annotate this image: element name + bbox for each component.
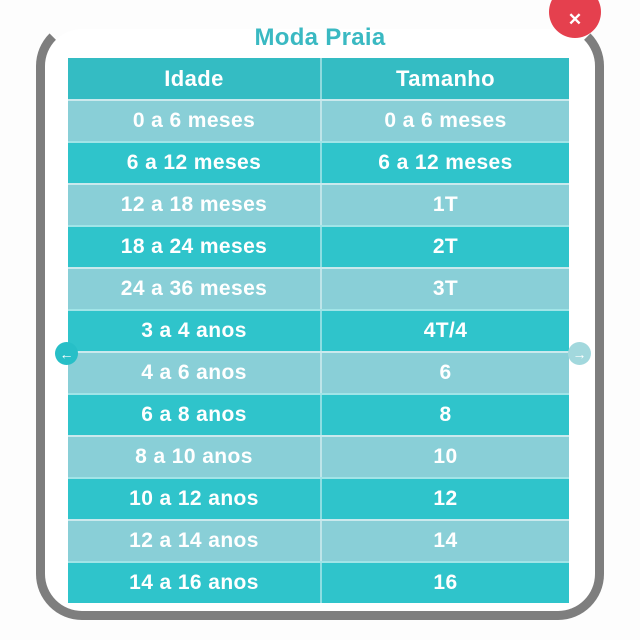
column-header-idade: Idade (164, 65, 224, 91)
cell-idade: 24 a 36 meses (120, 277, 268, 300)
table-row: 6 a 12 meses 6 a 12 meses (68, 141, 569, 183)
table-row: 10 a 12 anos 12 (68, 477, 569, 519)
table-row: 4 a 6 anos 6 (68, 351, 569, 393)
table-row: 0 a 6 meses 0 a 6 meses (68, 99, 569, 141)
cell-tamanho: 14 (320, 521, 569, 561)
cell-tamanho: 6 a 12 meses (320, 143, 569, 183)
cell-idade: 12 a 14 anos (129, 529, 259, 552)
cell-tamanho: 0 a 6 meses (320, 101, 569, 141)
table-row: 12 a 18 meses 1T (68, 183, 569, 225)
column-header-tamanho: Tamanho (320, 58, 569, 99)
next-page-button[interactable]: → (568, 342, 591, 365)
cell-tamanho: 10 (320, 437, 569, 477)
cell-idade: 10 a 12 anos (129, 487, 259, 510)
table-row: 8 a 10 anos 10 (68, 435, 569, 477)
cell-tamanho: 4T/4 (320, 311, 569, 351)
cell-idade: 0 a 6 meses (132, 109, 256, 132)
table-row: 3 a 4 anos 4T/4 (68, 309, 569, 351)
size-table: Idade Tamanho 0 a 6 meses 0 a 6 meses 6 … (68, 58, 569, 603)
cell-idade: 3 a 4 anos (141, 319, 247, 342)
table-row: 6 a 8 anos 8 (68, 393, 569, 435)
cell-idade: 12 a 18 meses (120, 193, 268, 216)
table-row: 24 a 36 meses 3T (68, 267, 569, 309)
table-row: 14 a 16 anos 16 (68, 561, 569, 603)
cell-tamanho: 16 (320, 563, 569, 603)
table-body: 0 a 6 meses 0 a 6 meses 6 a 12 meses 6 a… (68, 99, 569, 603)
table-row: 12 a 14 anos 14 (68, 519, 569, 561)
cell-idade: 14 a 16 anos (129, 571, 259, 594)
close-icon: ✕ (567, 10, 583, 29)
prev-page-button[interactable]: ← (55, 342, 78, 365)
cell-tamanho: 6 (320, 353, 569, 393)
arrow-left-icon: ← (59, 345, 74, 362)
cell-idade: 6 a 12 meses (126, 151, 262, 174)
arrow-right-icon: → (572, 345, 587, 362)
cell-idade: 8 a 10 anos (135, 445, 253, 468)
cell-tamanho: 2T (320, 227, 569, 267)
cell-idade: 18 a 24 meses (120, 235, 268, 258)
table-row: 18 a 24 meses 2T (68, 225, 569, 267)
cell-tamanho: 3T (320, 269, 569, 309)
cell-idade: 6 a 8 anos (141, 403, 247, 426)
modal-title: Moda Praia (254, 24, 386, 51)
cell-tamanho: 12 (320, 479, 569, 519)
cell-tamanho: 8 (320, 395, 569, 435)
close-button[interactable]: ✕ (549, 0, 601, 38)
table-header-row: Idade Tamanho (68, 58, 569, 99)
cell-idade: 4 a 6 anos (141, 361, 247, 384)
cell-tamanho: 1T (320, 185, 569, 225)
